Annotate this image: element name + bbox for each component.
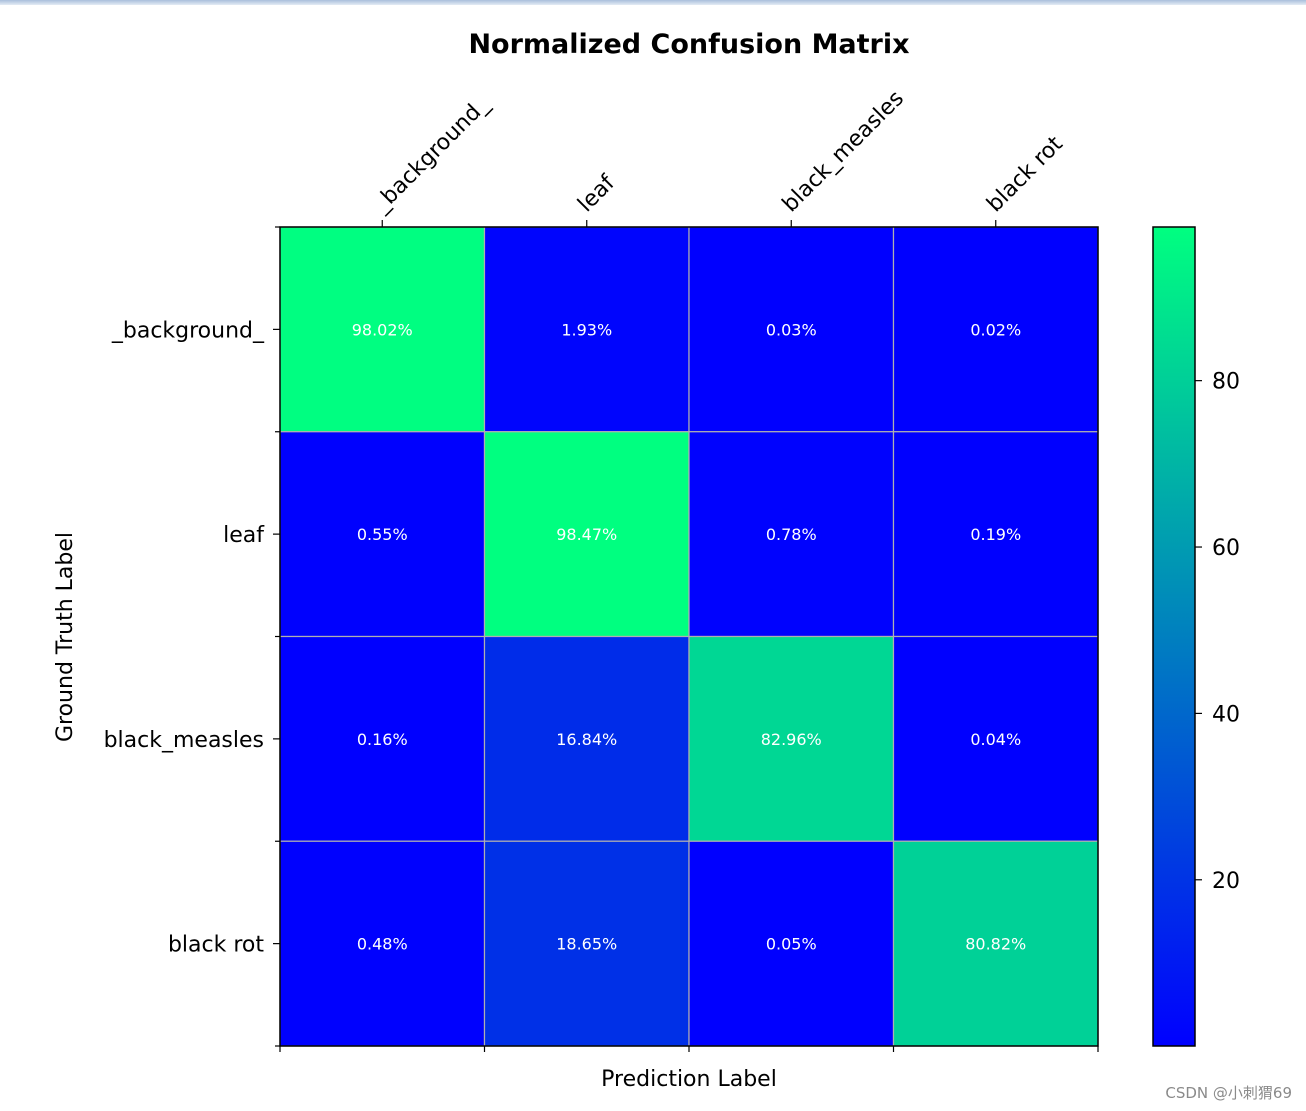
colorbar <box>1152 226 1196 1047</box>
colorbar-tick-label: 40 <box>1212 702 1240 727</box>
cell-value-label: 0.48% <box>357 935 408 954</box>
colorbar-tick-label: 60 <box>1212 536 1240 561</box>
watermark: CSDN @小刺猬69 <box>1165 1084 1292 1102</box>
y-tick-label: leaf <box>223 523 265 548</box>
cell-value-label: 1.93% <box>561 320 612 339</box>
heatmap-cell <box>483 226 690 433</box>
cell-value-label: 0.78% <box>766 525 817 544</box>
chart-title: Normalized Confusion Matrix <box>468 29 909 60</box>
y-tick-label: black rot <box>168 933 264 958</box>
y-tick-label: _background_ <box>111 318 265 343</box>
colorbar-tick-label: 20 <box>1212 869 1240 894</box>
y-axis-label: Ground Truth Label <box>53 532 78 742</box>
cell-value-label: 0.04% <box>970 730 1021 749</box>
heatmap-cell <box>892 226 1099 433</box>
heatmap-cell <box>892 635 1099 842</box>
colorbar-tick-label: 80 <box>1212 370 1240 395</box>
cell-value-label: 18.65% <box>556 935 617 954</box>
y-tick-label: black_measles <box>104 728 264 753</box>
heatmap-cell <box>279 840 486 1047</box>
cell-value-label: 98.02% <box>352 320 413 339</box>
heatmap-cell <box>892 431 1099 638</box>
heatmap-cell <box>279 635 486 842</box>
x-tick-label: leaf <box>573 170 620 217</box>
heatmap-cell <box>279 226 486 433</box>
x-axis-label: Prediction Label <box>601 1067 777 1092</box>
cell-value-label: 0.02% <box>970 320 1021 339</box>
cell-value-label: 0.05% <box>766 935 817 954</box>
heatmap-cell <box>688 635 895 842</box>
heatmap-cell <box>483 635 690 842</box>
colorbar-ticks: 20 40 60 80 <box>1195 370 1240 894</box>
cell-value-label: 0.55% <box>357 525 408 544</box>
cell-value-label: 0.19% <box>970 525 1021 544</box>
cell-value-label: 80.82% <box>965 935 1026 954</box>
cell-value-label: 16.84% <box>556 730 617 749</box>
heatmap-cell <box>688 840 895 1047</box>
x-tick-label: black_measles <box>778 86 909 217</box>
cell-value-label: 0.16% <box>357 730 408 749</box>
heatmap-cell <box>892 840 1099 1047</box>
window-top-strip <box>0 0 1306 5</box>
cell-value-label: 82.96% <box>761 730 822 749</box>
heatmap-cells <box>279 226 1099 1047</box>
cell-value-label: 0.03% <box>766 320 817 339</box>
x-tick-label: black rot <box>982 131 1068 217</box>
cell-value-label: 98.47% <box>556 525 617 544</box>
x-tick-label: _background_ <box>368 91 495 218</box>
heatmap-cell-labels: 98.02% 1.93% 0.03% 0.02% 0.55% 98.47% 0.78% 0.1… <box>352 320 1027 953</box>
